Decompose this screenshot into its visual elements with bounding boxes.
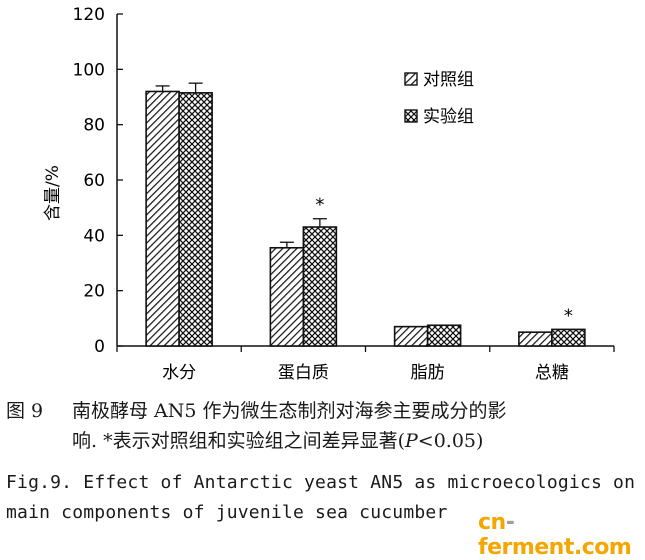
y-axis-label: 含量/% — [43, 165, 63, 221]
caption-figure-number: 图 9 — [6, 400, 44, 422]
caption-zh-line-2: 响. *表示对照组和实验组之间差异显著(P<0.05) — [6, 428, 642, 454]
caption-zh-line-1: 图 9 南极酵母 AN5 作为微生态制剂对海参主要成分的影 — [6, 398, 642, 424]
caption-p-symbol: P — [405, 430, 418, 452]
x-tick-label: 总糖 — [535, 363, 569, 383]
watermark-text: cn-ferment.com — [478, 510, 632, 560]
bars — [145, 82, 586, 347]
significance-asterisk: * — [564, 305, 573, 326]
legend-label: 实验组 — [423, 107, 474, 127]
bar — [393, 325, 429, 347]
caption-en-line-2: main components of juvenile sea cucumber — [6, 500, 642, 526]
caption-zh-text-1: 南极酵母 AN5 作为微生态制剂对海参主要成分的影 — [72, 400, 507, 422]
y-tick-label: 80 — [83, 116, 105, 136]
caption-en-line-1: Fig.9. Effect of Antarctic yeast AN5 as … — [6, 470, 642, 496]
y-axis: 0 20 40 60 80 100 120 — [73, 5, 123, 357]
legend-swatch — [404, 109, 418, 123]
significance-asterisk: * — [315, 195, 324, 216]
caption-fig-number-en: Fig.9. — [6, 472, 73, 493]
legend-label: 对照组 — [423, 70, 474, 90]
x-axis: 水分 蛋白质 脂肪 总糖 — [116, 345, 615, 383]
x-tick-label: 水分 — [162, 363, 196, 383]
bar — [551, 328, 586, 347]
bar — [178, 92, 213, 347]
bar — [518, 331, 553, 347]
caption-zh-text-2b: <0.05) — [417, 430, 484, 452]
caption-en-text-2: main components of juvenile sea cucumber — [6, 502, 448, 523]
annotations: ** — [315, 195, 573, 327]
y-tick-label: 40 — [83, 226, 105, 246]
x-tick-label: 蛋白质 — [278, 363, 329, 383]
bar — [302, 226, 338, 347]
y-tick-label: 100 — [73, 60, 105, 80]
bar — [269, 246, 305, 347]
x-tick-label: 脂肪 — [411, 363, 445, 383]
watermark-logo: cn-ferment.com — [470, 506, 640, 560]
y-tick-label: 0 — [94, 337, 105, 357]
caption-en-text-1: Effect of Antarctic yeast AN5 as microec… — [83, 472, 636, 493]
legend-swatch — [404, 72, 418, 86]
y-tick-label: 60 — [83, 171, 105, 191]
bar — [145, 90, 180, 347]
y-tick-label: 120 — [73, 5, 105, 25]
bar — [426, 324, 462, 347]
y-tick-label: 20 — [83, 282, 105, 302]
caption-zh-text-2a: 响. *表示对照组和实验组之间差异显著( — [72, 430, 405, 452]
